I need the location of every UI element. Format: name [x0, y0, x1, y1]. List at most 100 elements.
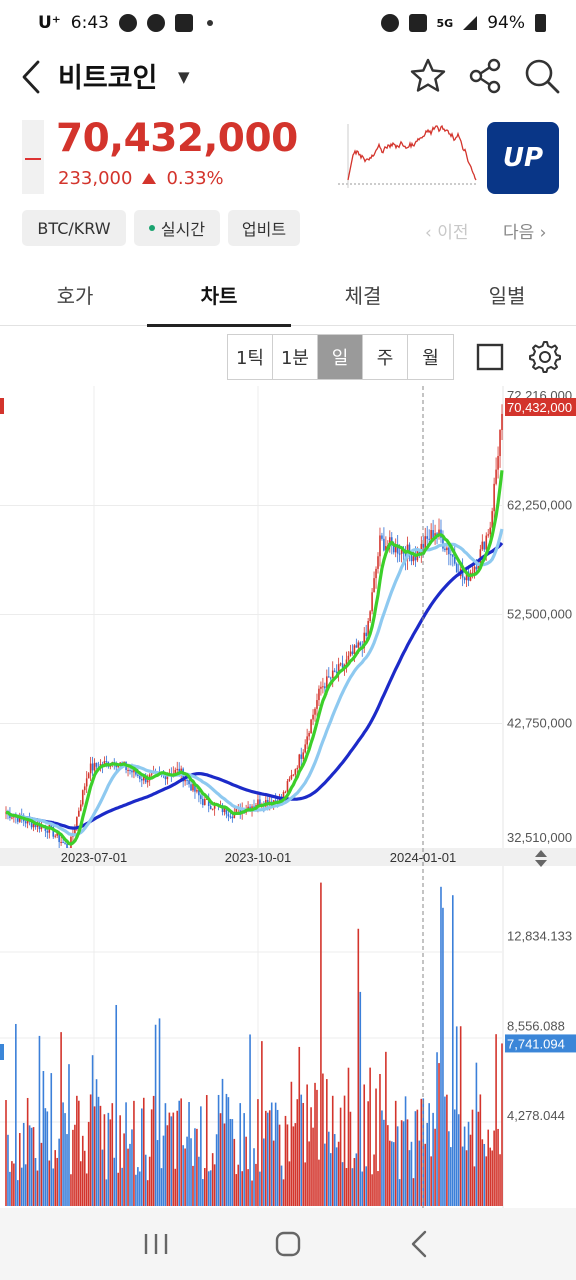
- volume-bar: [72, 1129, 74, 1206]
- candle-body: [192, 783, 194, 791]
- candle-body: [359, 642, 362, 646]
- candle-body: [351, 651, 354, 655]
- candle-body: [446, 547, 448, 551]
- volume-bar: [111, 1103, 114, 1206]
- volume-bar: [359, 991, 362, 1206]
- volume-bar: [95, 1079, 98, 1206]
- candle-body: [22, 818, 25, 822]
- volume-bar: [223, 1123, 226, 1206]
- battery-icon: [535, 14, 546, 32]
- status-bar: U⁺ 6:43 5G 94%: [0, 0, 576, 46]
- candle-body: [451, 554, 454, 557]
- system-nav-bar: [0, 1208, 576, 1280]
- interval-week-button[interactable]: 주: [363, 335, 408, 379]
- volume-bar: [320, 882, 322, 1206]
- candle-body: [453, 556, 456, 564]
- volume-bars: [5, 882, 503, 1206]
- exchange-chip[interactable]: 업비트: [228, 210, 300, 246]
- search-icon[interactable]: [522, 56, 562, 96]
- volume-bar: [56, 1157, 58, 1206]
- interval-day-button[interactable]: 일: [318, 335, 363, 379]
- coin-title[interactable]: 비트코인: [58, 63, 158, 94]
- prev-button[interactable]: ‹ 이전: [425, 218, 468, 243]
- tab-trades[interactable]: 체결: [344, 284, 382, 308]
- volume-bar: [125, 1102, 127, 1206]
- dropdown-caret-icon[interactable]: ▼: [178, 68, 190, 86]
- candle-body: [13, 816, 15, 818]
- volume-bar: [60, 1032, 62, 1206]
- settings-gear-icon[interactable]: [528, 340, 562, 374]
- candle-body: [284, 791, 287, 793]
- home-icon[interactable]: [268, 1224, 308, 1264]
- candle-body: [188, 780, 190, 785]
- system-back-icon[interactable]: [400, 1224, 440, 1264]
- interval-month-button[interactable]: 월: [408, 335, 453, 379]
- moving-average-lines: [5, 470, 504, 846]
- volume-bar: [379, 1073, 381, 1206]
- volume-bar: [438, 1063, 440, 1206]
- candle-body: [200, 795, 202, 800]
- candle-body: [493, 483, 495, 512]
- share-icon[interactable]: [466, 56, 506, 96]
- recent-apps-icon[interactable]: [136, 1224, 176, 1264]
- volume-bar: [68, 1064, 70, 1206]
- volume-bar: [389, 1140, 391, 1206]
- splitter-handle-icon: [535, 850, 547, 867]
- volume-bar: [485, 1156, 488, 1206]
- volume-bar: [133, 1100, 135, 1206]
- candle-body: [312, 714, 314, 720]
- volume-bar: [276, 1109, 279, 1206]
- volume-bar: [255, 1163, 257, 1206]
- candle-body: [390, 537, 393, 544]
- volume-bar: [302, 1102, 305, 1206]
- volume-bar: [196, 1128, 198, 1206]
- realtime-chip[interactable]: 실시간: [134, 210, 220, 246]
- volume-bar: [194, 1128, 196, 1206]
- more-notifications-icon: [206, 20, 213, 26]
- candle-body: [324, 686, 326, 689]
- candle-body: [127, 769, 129, 771]
- candle-body: [176, 768, 179, 770]
- star-icon[interactable]: [408, 56, 448, 96]
- volume-bar: [314, 1082, 316, 1206]
- candle-body: [389, 537, 391, 546]
- next-button[interactable]: 다음 ›: [503, 218, 546, 243]
- volume-bar: [337, 1141, 340, 1206]
- intraday-sparkline: [338, 124, 477, 188]
- candle-body: [475, 566, 478, 570]
- tab-orderbook[interactable]: 호가: [56, 284, 94, 308]
- pair-chip[interactable]: BTC/KRW: [22, 210, 126, 246]
- candle-body: [481, 541, 484, 550]
- volume-bar: [377, 1171, 379, 1206]
- candle-body: [450, 554, 452, 556]
- volume-bar: [42, 1071, 45, 1206]
- interval-minute-button[interactable]: 1분: [273, 335, 318, 379]
- candle-body: [320, 686, 322, 689]
- realtime-label: 실시간: [160, 220, 206, 239]
- volume-bar: [203, 1168, 206, 1206]
- volume-bar: [416, 1109, 419, 1206]
- candle-body: [32, 823, 35, 828]
- volume-bar: [263, 1138, 265, 1206]
- candle-body: [141, 778, 143, 781]
- volume-bar: [367, 1101, 369, 1206]
- volume-bar: [215, 1134, 218, 1206]
- interval-tick-button[interactable]: 1틱: [228, 335, 273, 379]
- tab-chart[interactable]: 차트: [200, 284, 238, 308]
- tab-daily[interactable]: 일별: [488, 284, 526, 308]
- volume-bar: [426, 1122, 429, 1206]
- volume-bar: [475, 1062, 478, 1206]
- candle-body: [76, 816, 78, 828]
- candle-body: [426, 536, 429, 539]
- back-icon[interactable]: [18, 58, 48, 96]
- volume-bar: [290, 1081, 293, 1206]
- volume-bar: [239, 1103, 242, 1206]
- next-label: 다음: [503, 223, 535, 243]
- volume-bar: [339, 1107, 342, 1206]
- candle-body: [34, 823, 37, 828]
- volume-bar: [148, 1156, 151, 1206]
- left-volume-marker: [0, 1044, 4, 1060]
- price-volume-chart[interactable]: 2023-07-01 2023-10-01 2024-01-01 72,216,00…: [0, 386, 576, 1208]
- volume-bar: [180, 1098, 182, 1206]
- fullscreen-icon[interactable]: [473, 340, 507, 374]
